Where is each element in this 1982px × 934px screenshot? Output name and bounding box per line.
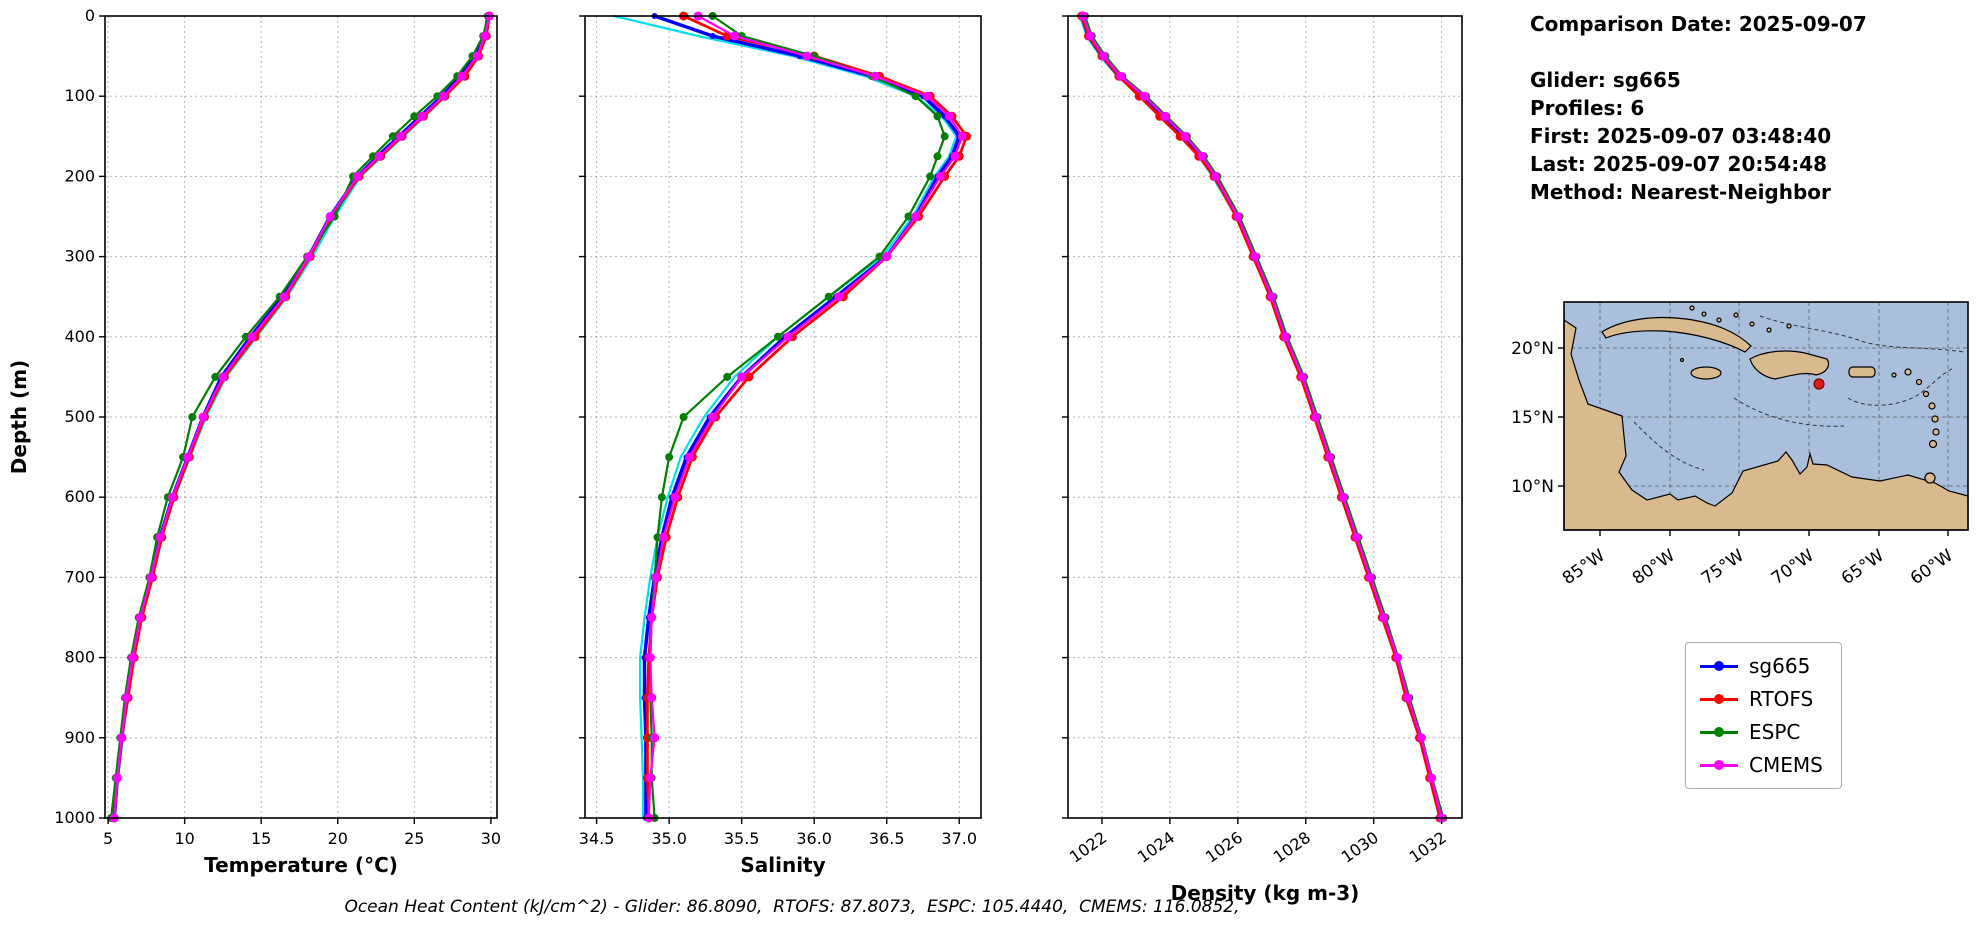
series-markers [109, 11, 494, 823]
lon-tick-label: 80°W [1629, 546, 1679, 589]
x-tick-label: 36.5 [869, 829, 905, 848]
lon-tick-label: 85°W [1559, 546, 1609, 589]
axis-ticks: 1022 1024 1026 1028 1030 1032 [1062, 15, 1450, 867]
x-axis-label: Density (kg m-3) [1171, 881, 1360, 905]
glider-location-marker [1813, 378, 1825, 390]
info-panel: Comparison Date: 2025-09-07 Glider: sg66… [1530, 10, 1867, 206]
x-tick-label: 1032 [1406, 828, 1450, 867]
x-tick-label: 1026 [1202, 828, 1246, 867]
series-markers [1078, 11, 1447, 823]
jamaica [1690, 366, 1722, 380]
map-landmasses [1563, 305, 1969, 531]
series-markers [644, 11, 967, 823]
x-tick-label: 35.0 [651, 829, 687, 848]
lon-tick-label: 60°W [1907, 546, 1957, 589]
y-axis-label: Depth (m) [7, 360, 31, 474]
lesser-antilles [1891, 368, 1940, 484]
lon-tick-label: 75°W [1698, 546, 1748, 589]
line-marker-icon [1700, 726, 1738, 738]
map-maritime-boundaries [1633, 315, 1965, 471]
density-chart: 1022 1024 1026 1028 1030 1032 Density (kg m-3) [1062, 11, 1463, 905]
x-tick-label: 10 [174, 829, 194, 848]
map-plot-area: 20°N 15°N 10°N 85°W 80°W 75°W 70°W 65°W … [1511, 301, 1969, 589]
central-south-america [1563, 318, 1969, 531]
x-tick-label: 5 [103, 829, 113, 848]
legend-label: RTOFS [1749, 687, 1814, 711]
line-marker-icon [1700, 759, 1738, 771]
line-marker-icon [1700, 660, 1738, 672]
x-axis-label: Temperature (°C) [204, 853, 398, 877]
y-tick-label: 900 [64, 728, 95, 747]
location-map: 20°N 15°N 10°N 85°W 80°W 75°W 70°W 65°W … [1511, 301, 1969, 589]
series-CMEMS [644, 11, 967, 823]
x-tick-label: 20 [328, 829, 348, 848]
lat-tick-label: 10°N [1511, 477, 1554, 497]
x-tick-label: 37.0 [941, 829, 977, 848]
legend-item-cmems: CMEMS [1700, 755, 1823, 775]
last-profile-time: Last: 2025-09-07 20:54:48 [1530, 152, 1828, 176]
grid [105, 15, 497, 819]
x-tick-label: 1030 [1338, 828, 1382, 867]
puerto-rico [1848, 366, 1876, 378]
first-profile-time: First: 2025-09-07 03:48:40 [1530, 124, 1832, 148]
y-tick-label: 400 [64, 327, 95, 346]
y-tick-label: 600 [64, 487, 95, 506]
x-tick-label: 34.5 [579, 829, 615, 848]
temperature-chart: 5 10 15 20 25 3001002003004005006007008009001… [7, 6, 501, 877]
y-tick-label: 200 [64, 166, 95, 185]
salinity-chart: 34.5 35.0 35.5 36.0 36.5 37.0 Salinity [579, 11, 982, 877]
y-tick-label: 100 [64, 86, 95, 105]
legend-item-rtofs: RTOFS [1700, 689, 1823, 709]
hispaniola [1749, 350, 1830, 380]
legend-label: CMEMS [1749, 753, 1823, 777]
x-tick-label: 1028 [1270, 828, 1314, 867]
lat-tick-label: 15°N [1511, 408, 1554, 428]
x-tick-label: 30 [481, 829, 501, 848]
ohc-caption: Ocean Heat Content (kJ/cm^2) - Glider: 8… [344, 897, 1240, 917]
comparison-date: Comparison Date: 2025-09-07 [1530, 12, 1867, 36]
series-ESPC [107, 12, 492, 822]
map-frame [1563, 301, 1969, 531]
x-tick-label: 15 [251, 829, 271, 848]
lon-tick-label: 70°W [1768, 546, 1818, 589]
legend-label: ESPC [1749, 720, 1801, 744]
lat-tick-label: 20°N [1511, 339, 1554, 359]
line-marker-icon [1700, 693, 1738, 705]
axis-ticks: 34.5 35.0 35.5 36.0 36.5 37.0 [579, 15, 977, 848]
x-tick-label: 25 [404, 829, 424, 848]
legend-item-sg665: sg665 [1700, 656, 1823, 676]
y-tick-label: 700 [64, 567, 95, 586]
lon-tick-label: 65°W [1838, 546, 1888, 589]
legend-item-espc: ESPC [1700, 722, 1823, 742]
map-axis-ticks [1558, 347, 1949, 536]
x-tick-label: 35.5 [724, 829, 760, 848]
glider-id: Glider: sg665 [1530, 68, 1681, 92]
y-tick-label: 800 [64, 648, 95, 667]
y-tick-label: 500 [64, 407, 95, 426]
legend: sg665 RTOFS ESPC CMEMS [1685, 642, 1842, 789]
y-tick-label: 0 [85, 6, 95, 25]
axis-ticks: 5 10 15 20 25 3001002003004005006007008009001… [54, 6, 501, 848]
cuba [1601, 316, 1752, 353]
x-tick-label: 36.0 [796, 829, 832, 848]
y-tick-label: 300 [64, 247, 95, 266]
series-markers [107, 12, 492, 822]
x-axis-label: Salinity [740, 853, 825, 877]
series-CMEMS [1078, 11, 1447, 823]
profiles-count: Profiles: 6 [1530, 96, 1645, 120]
x-tick-label: 1024 [1134, 828, 1178, 867]
series-CMEMS [109, 11, 494, 823]
method: Method: Nearest-Neighbor [1530, 180, 1831, 204]
legend-label: sg665 [1749, 654, 1811, 678]
x-tick-label: 1022 [1066, 828, 1110, 867]
y-tick-label: 1000 [54, 808, 95, 827]
